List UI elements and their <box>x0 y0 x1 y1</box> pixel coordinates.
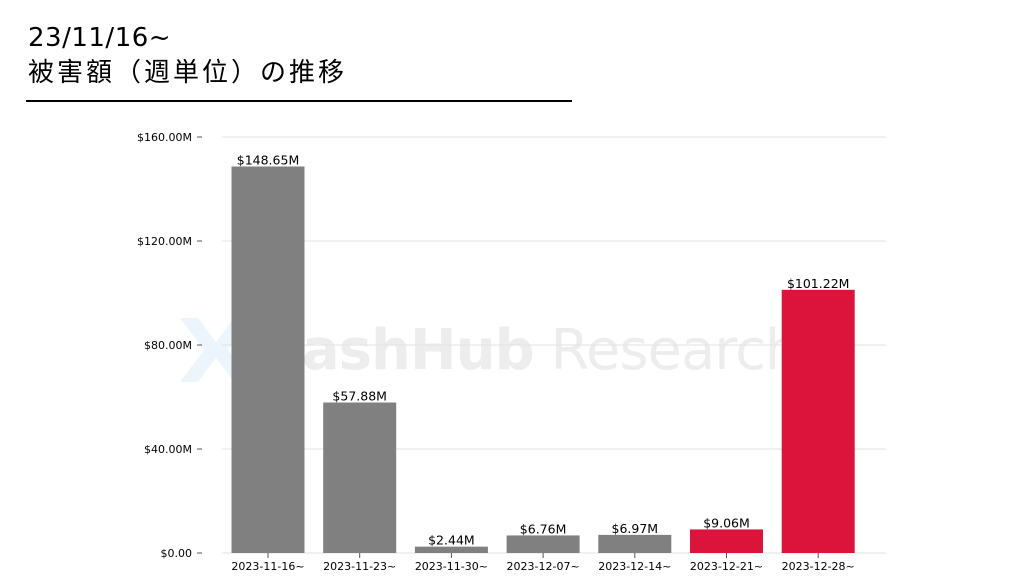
bar-value-label: $6.76M <box>520 521 567 536</box>
x-tick-label: 2023-11-30~ <box>415 560 488 573</box>
bar <box>690 529 763 553</box>
date-range-heading: 23/11/16~ <box>28 23 172 53</box>
x-tick-label: 2023-12-14~ <box>598 560 671 573</box>
bar <box>231 166 305 553</box>
x-tick-label: 2023-11-23~ <box>323 560 396 573</box>
bar-value-label: $9.06M <box>703 515 750 530</box>
slide-header: 23/11/16~ 被害額（週単位）の推移 <box>28 22 347 90</box>
x-tick-label: 2023-12-21~ <box>690 560 763 573</box>
bar-value-label: $6.97M <box>612 521 659 536</box>
y-tick-label: $0.00 <box>161 547 193 560</box>
bars-layer <box>231 166 855 553</box>
bar-value-label: $2.44M <box>428 533 475 548</box>
y-tick-label: $80.00M <box>144 339 192 352</box>
x-tick-label: 2023-12-07~ <box>507 560 580 573</box>
x-tick-label: 2023-12-28~ <box>782 560 855 573</box>
bar <box>506 535 580 553</box>
x-tick-label: 2023-11-16~ <box>231 560 304 573</box>
bar <box>598 534 672 553</box>
y-tick-label: $120.00M <box>137 235 192 248</box>
labels-layer: $0.00 $40.00M $80.00M $120.00M $160.00M $148.… <box>137 131 855 573</box>
bar-value-label: $101.22M <box>787 276 849 291</box>
bar-value-label: $57.88M <box>332 389 387 404</box>
bar <box>323 402 397 553</box>
page-title: 被害額（週単位）の推移 <box>28 58 348 88</box>
title-underline <box>26 100 572 102</box>
bar <box>781 289 855 553</box>
watermark-brand-light: Research <box>533 317 800 383</box>
y-tick-label: $160.00M <box>137 131 192 144</box>
y-tick-label: $40.00M <box>144 443 192 456</box>
bar-value-label: $148.65M <box>237 153 299 168</box>
bar <box>414 546 488 553</box>
